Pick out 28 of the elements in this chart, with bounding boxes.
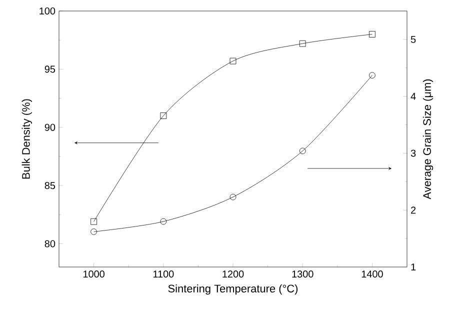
point [160, 218, 167, 225]
y-tick-label: 95 [44, 66, 56, 73]
y-tick-label: 90 [44, 124, 56, 131]
y2-tick-label: 2 [411, 206, 416, 214]
y-tick-label: 80 [44, 240, 56, 248]
point [369, 72, 376, 78]
x-tick-label: 1000 [83, 270, 104, 278]
point [230, 194, 236, 200]
x-tick-label: 1100 [153, 270, 174, 278]
point [90, 228, 97, 235]
x-tick-label: 1300 [292, 270, 314, 278]
y-tick-label: 100 [40, 7, 56, 15]
y-axis-title: Bulk Density (%) [22, 99, 32, 179]
y2-tick-label: 4 [410, 92, 416, 100]
x-tick-label: 1200 [222, 270, 244, 278]
point [160, 112, 167, 119]
point [299, 148, 306, 154]
y2-axis-title: Average Grain Size (μm) [422, 79, 434, 200]
y2-tick-label: 5 [410, 36, 416, 43]
y2-tick-label: 3 [410, 150, 416, 157]
x-axis-title: Sintering Temperature (°C) [168, 284, 298, 295]
y-tick-label: 85 [44, 182, 56, 190]
point [299, 40, 306, 47]
point [230, 58, 236, 64]
point [369, 31, 376, 38]
x-tick-label: 1400 [362, 270, 383, 278]
y2-tick-label: 1 [411, 264, 416, 270]
point [90, 218, 97, 225]
